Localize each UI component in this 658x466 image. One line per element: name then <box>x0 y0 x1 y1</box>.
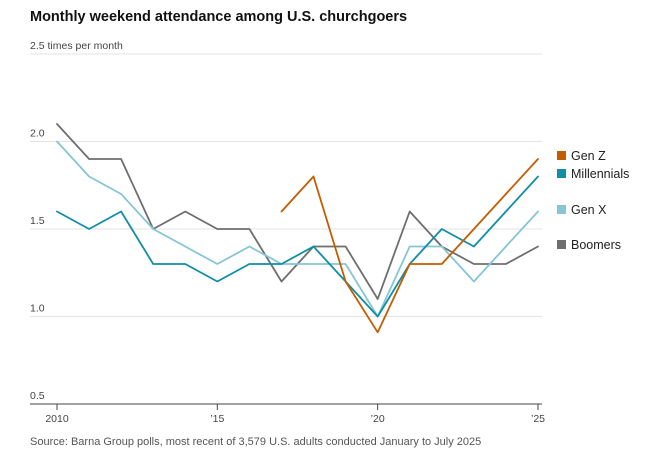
chart-source: Source: Barna Group polls, most recent o… <box>30 436 482 448</box>
y-tick-label: 1.0 <box>30 303 45 315</box>
legend-label-millennials: Millennials <box>571 167 629 181</box>
x-tick-label: ’15 <box>210 413 224 425</box>
legend-swatch-gen-z <box>557 151 566 160</box>
series-line-gen-x <box>56 140 539 318</box>
legend-swatch-boomers <box>557 240 566 249</box>
chart-title: Monthly weekend attendance among U.S. ch… <box>30 9 408 25</box>
legend-swatch-millennials <box>557 169 566 178</box>
legend-label-gen-x: Gen X <box>571 203 607 217</box>
y-tick-label: 1.5 <box>30 215 45 227</box>
legend-swatch-gen-x <box>557 205 566 214</box>
y-tick-label: 2.5 times per month <box>30 40 123 52</box>
y-tick-label: 2.0 <box>30 128 45 140</box>
y-tick-label: 0.5 <box>30 390 45 402</box>
legend-label-boomers: Boomers <box>571 238 621 252</box>
series-line-millennials <box>56 175 539 318</box>
legend-label-gen-z: Gen Z <box>571 149 606 163</box>
x-tick-label: 2010 <box>45 413 69 425</box>
x-tick-label: ’25 <box>531 413 545 425</box>
series-line-gen-z <box>280 158 539 334</box>
x-tick-label: ’20 <box>371 413 385 425</box>
